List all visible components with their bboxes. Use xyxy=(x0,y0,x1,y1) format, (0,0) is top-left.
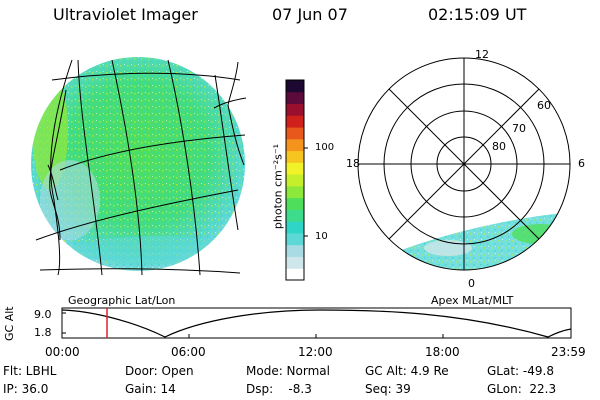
colorbar-segment xyxy=(286,268,304,281)
timeline-ytick-1: 1.8 xyxy=(34,326,52,339)
geographic-image xyxy=(31,57,247,276)
time-tick-1200: 12:00 xyxy=(298,345,333,359)
colorbar-segment xyxy=(286,185,304,199)
door-readout: Door: Open xyxy=(125,364,194,378)
mlt-label-6: 6 xyxy=(578,157,585,170)
ip-readout: IP: 36.0 xyxy=(3,382,49,396)
seq-readout: Seq: 39 xyxy=(365,382,411,396)
observation-date: 07 Jun 07 xyxy=(272,5,348,24)
filter-readout: Flt: LBHL xyxy=(3,364,57,378)
colorbar-tick-10: 10 xyxy=(315,231,328,242)
geographic-caption: Geographic Lat/Lon xyxy=(68,294,176,307)
dsp-readout: Dsp: -8.3 xyxy=(246,382,312,396)
mode-readout: Mode: Normal xyxy=(246,364,330,378)
lat-label-60: 60 xyxy=(537,99,551,112)
colorbar-segment xyxy=(286,244,304,257)
gc-alt-readout: GC Alt: 4.9 Re xyxy=(365,364,449,378)
mlt-label-18: 18 xyxy=(346,157,360,170)
colorbar-segment xyxy=(286,174,304,187)
glat-readout: GLat: -49.8 xyxy=(487,364,554,378)
colorbar-segment xyxy=(286,115,304,128)
lat-label-70: 70 xyxy=(512,122,526,135)
polar-plot xyxy=(357,57,571,271)
time-tick-2359: 23:59 xyxy=(551,345,586,359)
instrument-title: Ultraviolet Imager xyxy=(53,5,198,24)
gain-readout: Gain: 14 xyxy=(125,382,176,396)
lat-label-80: 80 xyxy=(492,140,506,153)
colorbar xyxy=(285,79,308,281)
timeline-axis-label: GC Alt xyxy=(3,306,16,341)
mlt-label-12: 12 xyxy=(475,48,489,61)
observation-time: 02:15:09 UT xyxy=(428,5,527,24)
colorbar-segment xyxy=(286,127,304,140)
colorbar-segment xyxy=(286,138,304,152)
colorbar-segment xyxy=(286,209,304,222)
colorbar-segment xyxy=(286,221,304,234)
colorbar-tick-100: 100 xyxy=(315,142,335,153)
colorbar-segment xyxy=(286,232,304,246)
polar-grid xyxy=(357,57,571,271)
geographic-grid xyxy=(35,59,247,276)
colorbar-unit-label: photon cm⁻²s⁻¹ xyxy=(271,143,285,230)
colorbar-segment xyxy=(286,150,304,163)
colorbar-segment xyxy=(286,80,304,93)
mlt-label-0: 0 xyxy=(468,277,475,290)
time-tick-0000: 00:00 xyxy=(45,345,80,359)
apex-caption: Apex MLat/MLT xyxy=(431,294,514,307)
timeline-ytick-9: 9.0 xyxy=(34,308,52,321)
colorbar-border xyxy=(285,79,305,281)
time-tick-0600: 06:00 xyxy=(171,345,206,359)
colorbar-segment xyxy=(286,256,304,269)
colorbar-segment xyxy=(286,162,304,175)
gc-alt-curve xyxy=(61,309,572,338)
glon-readout: GLon: 22.3 xyxy=(487,382,557,396)
colorbar-segment xyxy=(286,197,304,210)
colorbar-segment xyxy=(286,103,304,116)
time-tick-1800: 18:00 xyxy=(425,345,460,359)
gc-alt-timeline xyxy=(61,307,572,339)
colorbar-segment xyxy=(286,91,304,105)
